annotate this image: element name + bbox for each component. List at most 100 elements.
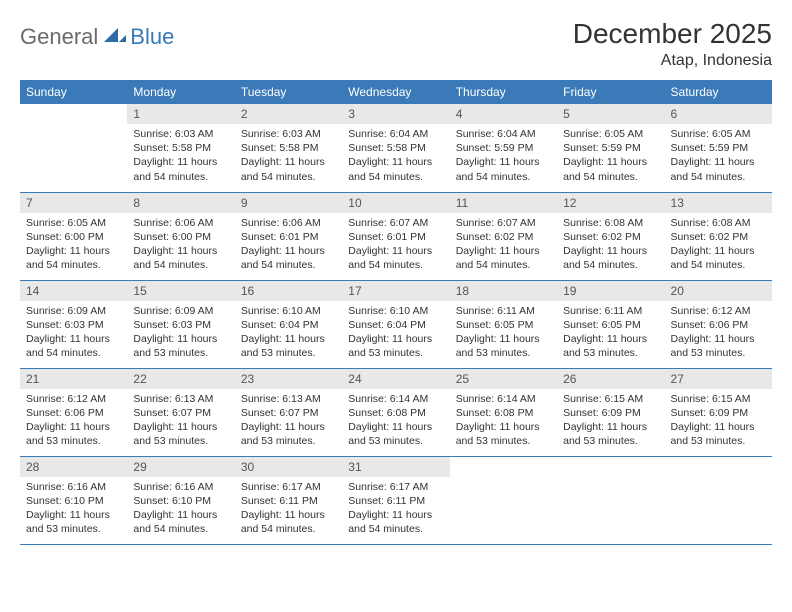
- sunrise-line: Sunrise: 6:03 AM: [241, 127, 336, 141]
- daylight-line: Daylight: 11 hours and 54 minutes.: [133, 508, 228, 536]
- sunrise-line: Sunrise: 6:10 AM: [348, 304, 443, 318]
- sunset-line: Sunset: 6:10 PM: [26, 494, 121, 508]
- sunset-line: Sunset: 6:06 PM: [26, 406, 121, 420]
- day-number: 20: [665, 281, 772, 301]
- logo: General Blue: [20, 24, 174, 50]
- daylight-line: Daylight: 11 hours and 53 minutes.: [26, 420, 121, 448]
- sunset-line: Sunset: 6:08 PM: [456, 406, 551, 420]
- day-body: Sunrise: 6:03 AMSunset: 5:58 PMDaylight:…: [235, 124, 342, 188]
- daylight-line: Daylight: 11 hours and 54 minutes.: [348, 155, 443, 183]
- daylight-line: Daylight: 11 hours and 54 minutes.: [241, 508, 336, 536]
- calendar-cell: 23Sunrise: 6:13 AMSunset: 6:07 PMDayligh…: [235, 368, 342, 456]
- daylight-line: Daylight: 11 hours and 53 minutes.: [456, 420, 551, 448]
- day-body: Sunrise: 6:14 AMSunset: 6:08 PMDaylight:…: [450, 389, 557, 453]
- calendar-cell: 17Sunrise: 6:10 AMSunset: 6:04 PMDayligh…: [342, 280, 449, 368]
- sunrise-line: Sunrise: 6:16 AM: [133, 480, 228, 494]
- weekday-header: Tuesday: [235, 80, 342, 104]
- daylight-line: Daylight: 11 hours and 54 minutes.: [26, 244, 121, 272]
- day-body: Sunrise: 6:14 AMSunset: 6:08 PMDaylight:…: [342, 389, 449, 453]
- day-body: Sunrise: 6:12 AMSunset: 6:06 PMDaylight:…: [665, 301, 772, 365]
- sunset-line: Sunset: 6:09 PM: [671, 406, 766, 420]
- sunset-line: Sunset: 6:03 PM: [133, 318, 228, 332]
- sunrise-line: Sunrise: 6:03 AM: [133, 127, 228, 141]
- sunrise-line: Sunrise: 6:06 AM: [241, 216, 336, 230]
- calendar-cell: 19Sunrise: 6:11 AMSunset: 6:05 PMDayligh…: [557, 280, 664, 368]
- calendar-cell: 7Sunrise: 6:05 AMSunset: 6:00 PMDaylight…: [20, 192, 127, 280]
- calendar-cell: 21Sunrise: 6:12 AMSunset: 6:06 PMDayligh…: [20, 368, 127, 456]
- day-number: 24: [342, 369, 449, 389]
- calendar-cell: 28Sunrise: 6:16 AMSunset: 6:10 PMDayligh…: [20, 456, 127, 544]
- day-body: Sunrise: 6:07 AMSunset: 6:02 PMDaylight:…: [450, 213, 557, 277]
- logo-sail-icon: [104, 26, 126, 49]
- day-body: Sunrise: 6:07 AMSunset: 6:01 PMDaylight:…: [342, 213, 449, 277]
- logo-text-general: General: [20, 24, 98, 50]
- daylight-line: Daylight: 11 hours and 53 minutes.: [241, 420, 336, 448]
- daylight-line: Daylight: 11 hours and 53 minutes.: [133, 332, 228, 360]
- day-number: 18: [450, 281, 557, 301]
- day-number: 7: [20, 193, 127, 213]
- calendar-row: 14Sunrise: 6:09 AMSunset: 6:03 PMDayligh…: [20, 280, 772, 368]
- day-number: 25: [450, 369, 557, 389]
- day-body: Sunrise: 6:15 AMSunset: 6:09 PMDaylight:…: [665, 389, 772, 453]
- daylight-line: Daylight: 11 hours and 53 minutes.: [348, 420, 443, 448]
- sunset-line: Sunset: 6:05 PM: [563, 318, 658, 332]
- day-body: Sunrise: 6:12 AMSunset: 6:06 PMDaylight:…: [20, 389, 127, 453]
- day-body: Sunrise: 6:09 AMSunset: 6:03 PMDaylight:…: [127, 301, 234, 365]
- day-number: 9: [235, 193, 342, 213]
- sunset-line: Sunset: 6:09 PM: [563, 406, 658, 420]
- sunset-line: Sunset: 6:07 PM: [133, 406, 228, 420]
- day-number: 23: [235, 369, 342, 389]
- sunset-line: Sunset: 6:11 PM: [348, 494, 443, 508]
- day-number: 8: [127, 193, 234, 213]
- day-number: 10: [342, 193, 449, 213]
- daylight-line: Daylight: 11 hours and 54 minutes.: [563, 155, 658, 183]
- weekday-header: Sunday: [20, 80, 127, 104]
- calendar-cell: 18Sunrise: 6:11 AMSunset: 6:05 PMDayligh…: [450, 280, 557, 368]
- sunset-line: Sunset: 6:08 PM: [348, 406, 443, 420]
- day-number: 27: [665, 369, 772, 389]
- day-body: Sunrise: 6:17 AMSunset: 6:11 PMDaylight:…: [342, 477, 449, 541]
- sunset-line: Sunset: 6:11 PM: [241, 494, 336, 508]
- day-number: 13: [665, 193, 772, 213]
- page-title: December 2025: [573, 18, 772, 50]
- sunrise-line: Sunrise: 6:04 AM: [348, 127, 443, 141]
- daylight-line: Daylight: 11 hours and 53 minutes.: [133, 420, 228, 448]
- sunrise-line: Sunrise: 6:17 AM: [348, 480, 443, 494]
- sunrise-line: Sunrise: 6:11 AM: [563, 304, 658, 318]
- sunset-line: Sunset: 6:00 PM: [133, 230, 228, 244]
- daylight-line: Daylight: 11 hours and 54 minutes.: [348, 508, 443, 536]
- day-number: 31: [342, 457, 449, 477]
- daylight-line: Daylight: 11 hours and 53 minutes.: [671, 420, 766, 448]
- calendar-cell: 20Sunrise: 6:12 AMSunset: 6:06 PMDayligh…: [665, 280, 772, 368]
- sunrise-line: Sunrise: 6:17 AM: [241, 480, 336, 494]
- sunrise-line: Sunrise: 6:15 AM: [563, 392, 658, 406]
- calendar-row: 7Sunrise: 6:05 AMSunset: 6:00 PMDaylight…: [20, 192, 772, 280]
- sunrise-line: Sunrise: 6:05 AM: [26, 216, 121, 230]
- daylight-line: Daylight: 11 hours and 54 minutes.: [133, 244, 228, 272]
- calendar-cell: 16Sunrise: 6:10 AMSunset: 6:04 PMDayligh…: [235, 280, 342, 368]
- location-label: Atap, Indonesia: [573, 52, 772, 70]
- sunset-line: Sunset: 6:02 PM: [671, 230, 766, 244]
- title-block: December 2025 Atap, Indonesia: [573, 18, 772, 70]
- calendar-body: 1Sunrise: 6:03 AMSunset: 5:58 PMDaylight…: [20, 104, 772, 544]
- day-body: Sunrise: 6:08 AMSunset: 6:02 PMDaylight:…: [665, 213, 772, 277]
- day-body: Sunrise: 6:05 AMSunset: 5:59 PMDaylight:…: [557, 124, 664, 188]
- sunset-line: Sunset: 5:59 PM: [563, 141, 658, 155]
- calendar-cell: 25Sunrise: 6:14 AMSunset: 6:08 PMDayligh…: [450, 368, 557, 456]
- daylight-line: Daylight: 11 hours and 53 minutes.: [671, 332, 766, 360]
- daylight-line: Daylight: 11 hours and 54 minutes.: [456, 155, 551, 183]
- sunset-line: Sunset: 5:58 PM: [241, 141, 336, 155]
- sunrise-line: Sunrise: 6:12 AM: [26, 392, 121, 406]
- calendar-cell: 5Sunrise: 6:05 AMSunset: 5:59 PMDaylight…: [557, 104, 664, 192]
- day-number: 17: [342, 281, 449, 301]
- day-body: Sunrise: 6:11 AMSunset: 6:05 PMDaylight:…: [450, 301, 557, 365]
- calendar-cell: 6Sunrise: 6:05 AMSunset: 5:59 PMDaylight…: [665, 104, 772, 192]
- sunrise-line: Sunrise: 6:07 AM: [456, 216, 551, 230]
- day-number: 11: [450, 193, 557, 213]
- calendar-cell: 1Sunrise: 6:03 AMSunset: 5:58 PMDaylight…: [127, 104, 234, 192]
- sunset-line: Sunset: 6:07 PM: [241, 406, 336, 420]
- daylight-line: Daylight: 11 hours and 54 minutes.: [671, 244, 766, 272]
- day-number: 22: [127, 369, 234, 389]
- sunset-line: Sunset: 6:04 PM: [241, 318, 336, 332]
- weekday-header: Monday: [127, 80, 234, 104]
